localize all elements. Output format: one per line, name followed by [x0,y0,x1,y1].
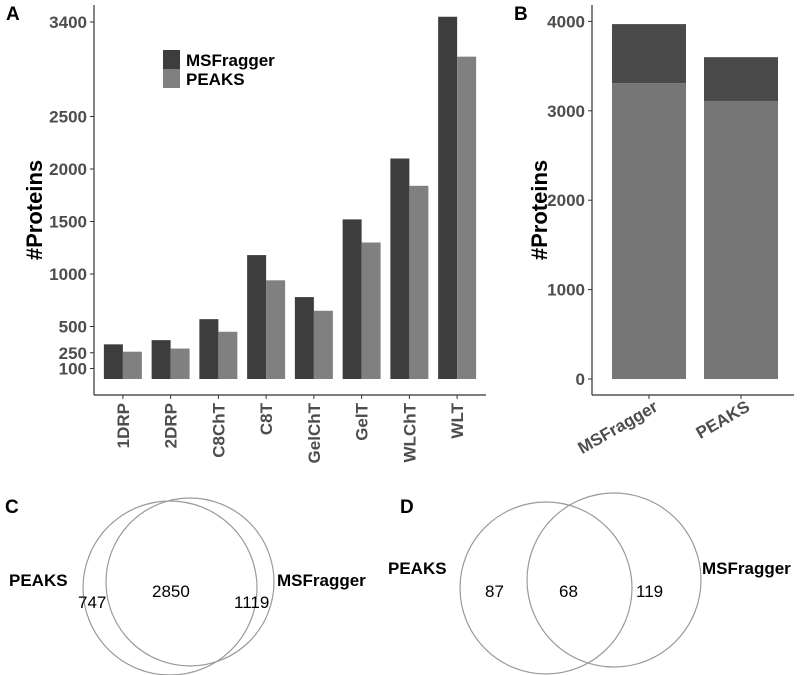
venn-c-right-circle [105,497,275,667]
chart-b-y-ticks: 0 1000 2000 3000 4000 [547,12,592,389]
legend-swatch-msfragger [163,50,180,69]
chart-a-y-tick-label: 250 [59,344,87,363]
bar-peaks-GelT [361,242,381,379]
bar-upper-MSFragger [612,24,686,84]
venn-d-right-circle [526,492,702,668]
bar-msfragger-WLChT [390,158,410,379]
chart-a-x-tick-label: C8T [257,402,276,435]
chart-a-legend: MSFragger PEAKS [163,50,275,89]
venn-d-left-label: PEAKS [388,559,447,578]
panel-letter-c: C [5,497,19,518]
bar-peaks-C8T [266,280,286,379]
chart-a-y-tick-label: 100 [59,360,87,379]
venn-d-left-circle [459,501,633,675]
venn-c-left-label: PEAKS [9,571,68,590]
chart-a-y-tick-label: 2500 [49,108,87,127]
chart-a-y-tick-label: 1000 [49,265,87,284]
venn-d-left-only: 87 [485,582,504,601]
chart-b-ylabel: #Proteins [527,160,552,260]
chart-b-y-tick-label: 3000 [547,102,585,121]
chart-b-y-tick-label: 4000 [547,12,585,31]
panel-letter-d: D [400,497,414,518]
bar-lower-MSFragger [612,83,686,379]
bar-peaks-GelChT [313,310,333,379]
chart-b-bars [612,24,778,379]
chart-a-x-tick-label: 2DRP [162,403,181,448]
bar-lower-PEAKS [704,100,778,379]
chart-a-x-tick-label: C8ChT [209,402,228,457]
venn-d-right-only: 119 [636,582,663,601]
bar-peaks-WLT [457,56,477,380]
bar-msfragger-1DRP [103,344,123,379]
venn-d-right-label: MSFragger [702,559,791,578]
venn-c-right-only: 1119 [234,593,269,612]
chart-a-x-tick-label: GelT [353,402,372,440]
chart-b-y-tick-label: 1000 [547,281,585,300]
chart-b-x-tick-label: PEAKS [693,397,753,443]
chart-a-x-tick-label: WLChT [400,402,419,462]
panel-letter-b: B [514,4,528,25]
bar-peaks-1DRP [122,351,142,379]
legend-label-peaks: PEAKS [186,70,245,89]
chart-a-x-tick-label: GelChT [305,402,324,463]
legend-label-msfragger: MSFragger [186,51,275,70]
chart-b-y-tick-label: 2000 [547,191,585,210]
venn-c: PEAKS MSFragger 747 2850 1119 [9,497,366,675]
bar-upper-PEAKS [704,57,778,101]
chart-a-y-tick-label: 3400 [49,13,87,32]
bar-msfragger-WLT [438,16,458,379]
bar-peaks-WLChT [409,185,429,379]
bar-peaks-C8ChT [218,331,238,379]
chart-b-x-ticks: MSFragger PEAKS [575,395,753,458]
chart-b: #Proteins 0 1000 2000 3000 4000 MSFragger PEA… [527,5,794,458]
chart-b-x-tick-label: MSFragger [575,397,662,458]
legend-swatch-peaks [163,69,180,88]
venn-c-left-only: 747 [78,593,106,612]
bar-msfragger-C8ChT [199,319,219,379]
venn-d-overlap: 68 [559,582,578,601]
venn-c-right-label: MSFragger [277,571,366,590]
chart-a-y-tick-label: 1500 [49,213,87,232]
chart-a-y-tick-label: 500 [59,318,87,337]
bar-msfragger-2DRP [151,340,171,379]
bar-msfragger-GelChT [294,297,314,379]
chart-a: #Proteins 10025050010001500200025003400 … [22,5,486,463]
bar-peaks-2DRP [170,348,190,379]
chart-a-x-tick-label: 1DRP [114,403,133,448]
chart-a-bars [103,16,477,380]
panel-letter-a: A [6,4,20,25]
chart-b-y-tick-label: 0 [576,370,585,389]
chart-a-x-ticks: 1DRP 2DRP C8ChT C8T GelChT GelT WLChT WLT [114,395,467,463]
chart-a-y-tick-label: 2000 [49,160,87,179]
venn-d: PEAKS MSFragger 87 68 119 [388,492,791,675]
bar-msfragger-C8T [247,255,267,379]
venn-c-overlap: 2850 [152,582,190,601]
chart-a-ylabel: #Proteins [22,160,47,260]
chart-a-x-tick-label: WLT [448,402,467,438]
bar-msfragger-GelT [342,219,362,379]
